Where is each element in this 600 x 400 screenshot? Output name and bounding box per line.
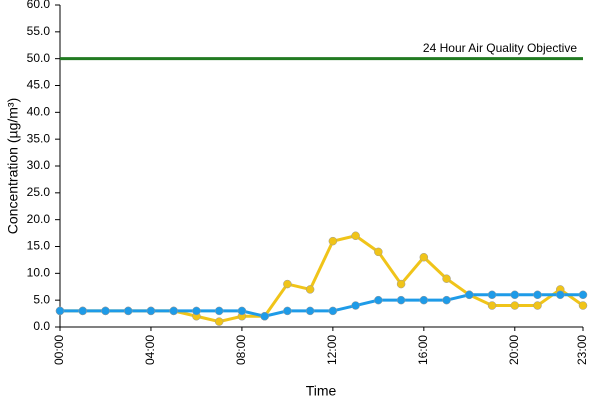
- data-point: [374, 295, 383, 305]
- y-tick-label: 35.0: [27, 131, 51, 145]
- data-point: [487, 290, 497, 300]
- y-tick-label: 5.0: [33, 292, 50, 306]
- data-point: [123, 306, 133, 316]
- data-point: [55, 306, 65, 316]
- x-tick-label: 04:00: [143, 335, 157, 365]
- x-tick-label: 23:00: [575, 335, 589, 365]
- data-point: [533, 301, 542, 310]
- x-tick-label: 12:00: [325, 335, 339, 365]
- y-tick-label: 45.0: [27, 78, 51, 92]
- data-point: [442, 274, 451, 283]
- y-axis-label: Concentration (µg/m³): [5, 98, 21, 234]
- data-point: [419, 252, 429, 262]
- y-tick-label: 30.0: [27, 158, 51, 172]
- data-point: [101, 306, 110, 316]
- y-tick-label: 0.0: [33, 319, 50, 333]
- data-point: [396, 295, 406, 305]
- data-point: [351, 301, 360, 310]
- x-tick-label: 08:00: [234, 335, 248, 365]
- data-point: [510, 290, 520, 300]
- y-tick-label: 50.0: [27, 51, 51, 65]
- data-point: [351, 231, 360, 241]
- data-point: [305, 306, 315, 316]
- data-point: [487, 301, 497, 310]
- data-point: [419, 295, 429, 305]
- x-tick-label: 00:00: [52, 335, 66, 365]
- y-tick-label: 40.0: [27, 105, 51, 119]
- data-point: [283, 279, 292, 289]
- data-point: [328, 306, 338, 316]
- data-point: [283, 306, 292, 316]
- data-point: [78, 306, 87, 316]
- series-line: [60, 234, 584, 324]
- x-tick-label: 16:00: [416, 335, 430, 365]
- data-point: [192, 306, 201, 316]
- data-point: [260, 312, 269, 321]
- data-point: [465, 290, 474, 300]
- data-point: [533, 290, 542, 300]
- data-point: [237, 306, 247, 316]
- y-tick-label: 55.0: [27, 24, 51, 38]
- data-point: [214, 317, 224, 326]
- y-tick-label: 15.0: [27, 239, 51, 253]
- data-point: [214, 306, 224, 316]
- y-tick-label: 20.0: [27, 212, 51, 226]
- data-point: [442, 295, 451, 305]
- reference-label: 24 Hour Air Quality Objective: [423, 41, 577, 55]
- x-axis-label: Time: [306, 383, 337, 399]
- data-point: [556, 290, 565, 300]
- y-tick-label: 60.0: [27, 0, 51, 11]
- data-point: [305, 285, 315, 294]
- data-point: [169, 306, 178, 316]
- data-point: [396, 279, 406, 289]
- data-point: [510, 301, 520, 310]
- data-point: [146, 306, 156, 316]
- x-tick-label: 20:00: [507, 335, 521, 365]
- data-point: [374, 247, 383, 257]
- data-point: [578, 290, 588, 300]
- data-point: [578, 301, 588, 310]
- y-tick-label: 10.0: [27, 266, 51, 280]
- data-point: [328, 236, 338, 246]
- y-tick-label: 25.0: [27, 185, 51, 199]
